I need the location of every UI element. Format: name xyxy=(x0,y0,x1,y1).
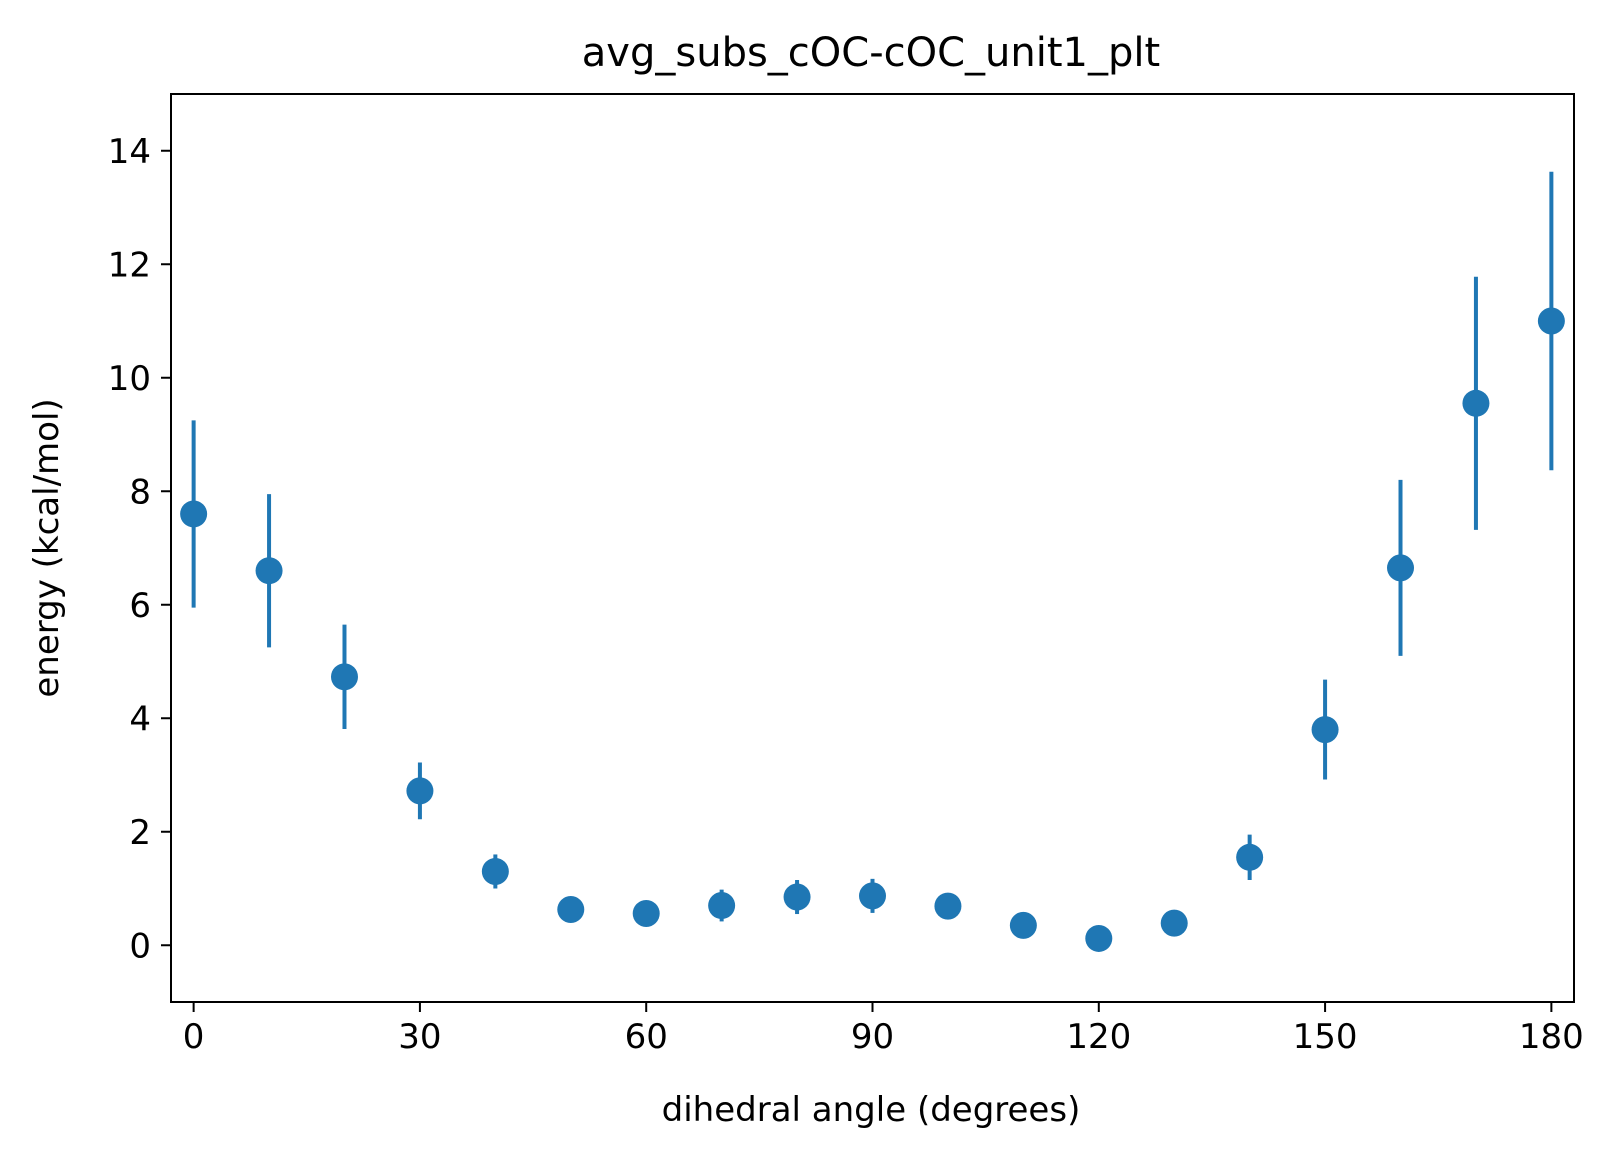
y-axis-label: energy (kcal/mol) xyxy=(27,398,67,697)
data-point xyxy=(255,557,283,585)
data-point xyxy=(708,892,736,920)
y-tick-label: 6 xyxy=(129,586,151,626)
x-tick-label: 90 xyxy=(851,1017,894,1057)
data-point xyxy=(330,663,358,691)
y-tick-label: 4 xyxy=(129,699,151,739)
plot-frame xyxy=(170,93,1575,1003)
data-point xyxy=(1009,911,1037,939)
data-point xyxy=(1236,843,1264,871)
y-tick-label: 8 xyxy=(129,472,151,512)
y-tick-label: 2 xyxy=(129,813,151,853)
data-point xyxy=(1387,554,1415,582)
data-point xyxy=(934,892,962,920)
x-axis-label: dihedral angle (degrees) xyxy=(662,1090,1081,1130)
y-axis-ticks: 0 2 4 6 8 10 12 14 xyxy=(108,132,171,966)
y-tick-label: 0 xyxy=(129,926,151,966)
data-point xyxy=(859,882,886,910)
data-point xyxy=(180,500,208,528)
data-point xyxy=(1537,307,1565,335)
x-tick-label: 0 xyxy=(183,1017,205,1057)
chart-title: avg_subs_cOC-cOC_unit1_plt xyxy=(582,30,1160,76)
data-point xyxy=(1160,909,1188,937)
x-tick-label: 120 xyxy=(1066,1017,1131,1057)
data-marks xyxy=(180,171,1565,952)
x-tick-label: 60 xyxy=(625,1017,668,1057)
y-tick-label: 14 xyxy=(108,132,151,172)
data-point xyxy=(1311,716,1339,744)
data-point xyxy=(481,857,509,885)
plot-area xyxy=(170,93,1575,1003)
data-point xyxy=(406,777,434,805)
x-tick-label: 150 xyxy=(1293,1017,1358,1057)
data-point xyxy=(632,899,660,927)
x-tick-label: 30 xyxy=(398,1017,441,1057)
data-point xyxy=(1462,389,1490,417)
data-point xyxy=(783,883,811,911)
data-point xyxy=(1085,924,1113,952)
data-point xyxy=(557,895,585,923)
x-axis-ticks: 0 30 60 90 120 150 180 xyxy=(183,1002,1584,1057)
y-tick-label: 12 xyxy=(108,245,151,285)
x-tick-label: 180 xyxy=(1519,1017,1584,1057)
y-tick-label: 10 xyxy=(108,359,151,399)
